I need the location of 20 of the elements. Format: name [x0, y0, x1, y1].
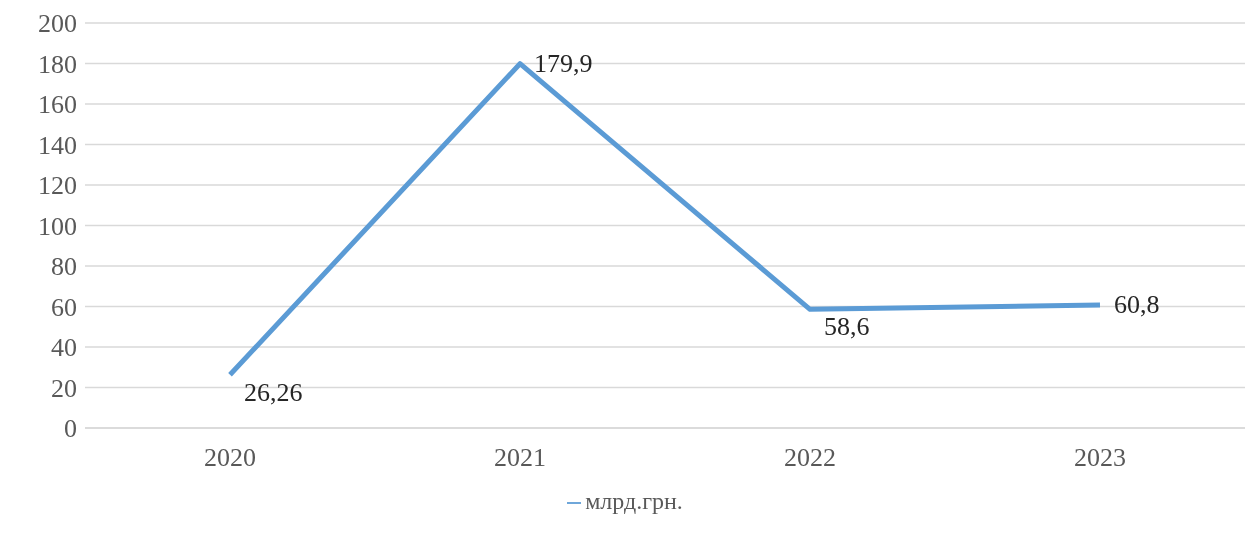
y-tick-label: 20	[51, 373, 77, 403]
x-tick-label: 2021	[494, 443, 546, 473]
y-tick-label: 80	[51, 252, 77, 282]
data-label: 60,8	[1114, 289, 1160, 319]
data-label: 58,6	[824, 312, 870, 342]
x-tick-label: 2022	[784, 443, 836, 473]
y-tick-label: 180	[38, 49, 77, 79]
legend-label: млрд.грн.	[585, 488, 683, 514]
y-tick-label: 0	[64, 414, 77, 444]
y-tick-label: 60	[51, 292, 77, 322]
x-tick-label: 2020	[204, 443, 256, 473]
y-tick-label: 140	[38, 130, 77, 160]
y-tick-label: 120	[38, 171, 77, 201]
y-tick-label: 100	[38, 211, 77, 241]
data-label: 26,26	[244, 377, 303, 407]
y-tick-label: 40	[51, 333, 77, 363]
y-tick-label: 200	[38, 9, 77, 39]
data-label: 179,9	[534, 48, 593, 78]
y-tick-label: 160	[38, 90, 77, 120]
x-tick-label: 2023	[1074, 443, 1126, 473]
